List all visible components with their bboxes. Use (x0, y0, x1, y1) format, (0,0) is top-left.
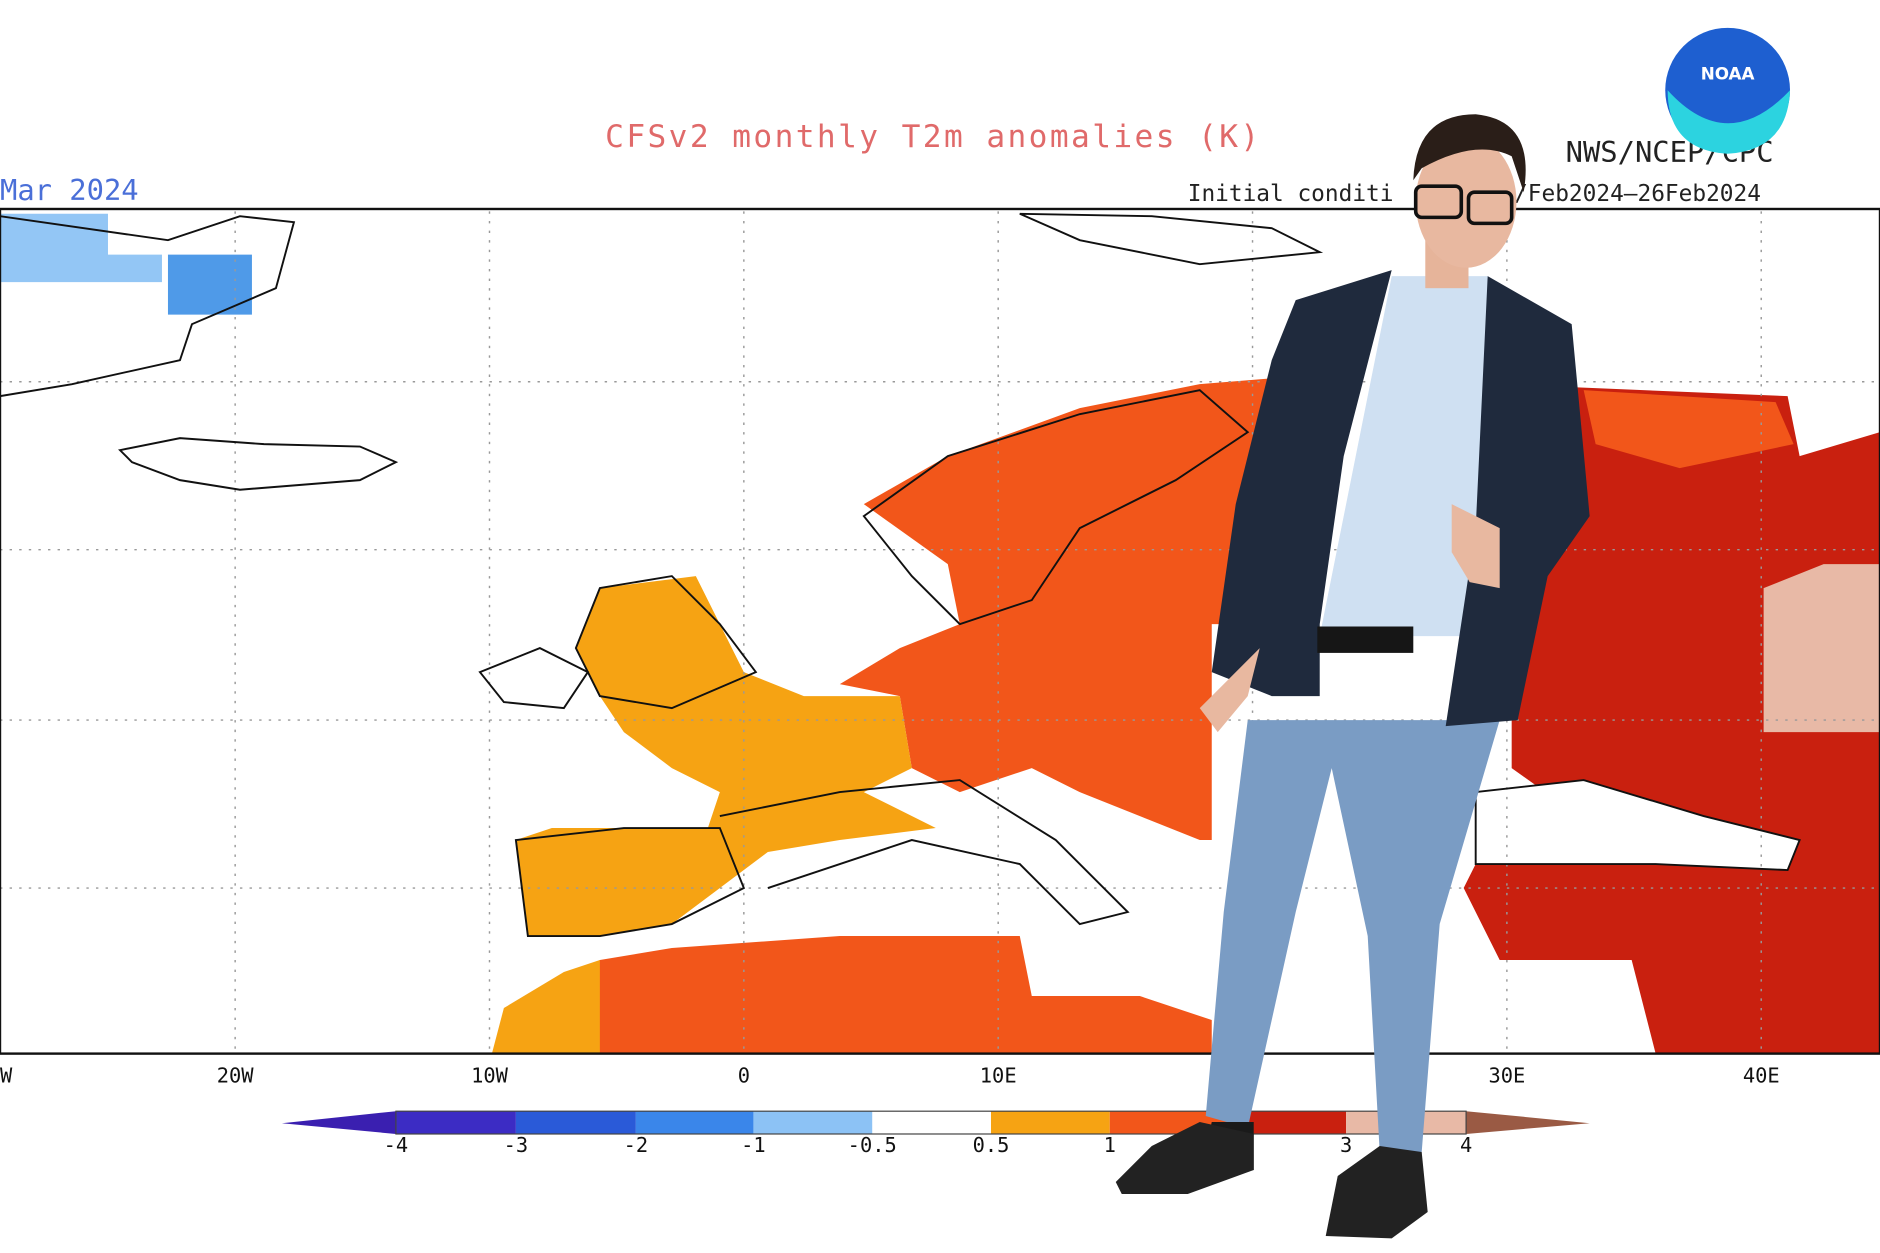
presenter (1115, 114, 1590, 1239)
map-frame (0, 207, 1880, 1055)
longitude-label: 10E (980, 1063, 1017, 1087)
longitude-label: 20W (217, 1063, 255, 1087)
colorbar-label: 3 (1340, 1133, 1352, 1157)
colorbar-label: -4 (384, 1133, 409, 1157)
longitude-label: 30E (1488, 1063, 1525, 1087)
longitude-label: W (0, 1063, 13, 1087)
colorbar-label: 0.5 (973, 1133, 1010, 1157)
anomaly-field (0, 213, 1880, 1054)
initial-conditions: /Feb2024–26Feb2024 (1514, 181, 1761, 207)
map-title: CFSv2 monthly T2m anomalies (K) (605, 119, 1261, 155)
colorbar-label: -1 (741, 1133, 766, 1157)
forecast-period: Mar 2024 (0, 173, 139, 207)
longitude-label: 40E (1743, 1063, 1780, 1087)
colorbar-label: 4 (1460, 1133, 1472, 1157)
longitude-label: 10W (471, 1063, 509, 1087)
longitude-label: 0 (738, 1063, 750, 1087)
coastlines (0, 212, 1801, 937)
initial-conditions: Initial conditi (1188, 181, 1394, 207)
noaa-logo: NOAA (1665, 27, 1791, 154)
colorbar-label: -2 (624, 1133, 649, 1157)
colorbar-label: -3 (504, 1133, 529, 1157)
colorbar-label: 1 (1104, 1133, 1116, 1157)
colorbar-label: -0.5 (848, 1133, 897, 1157)
logo-text: NOAA (1701, 64, 1755, 84)
